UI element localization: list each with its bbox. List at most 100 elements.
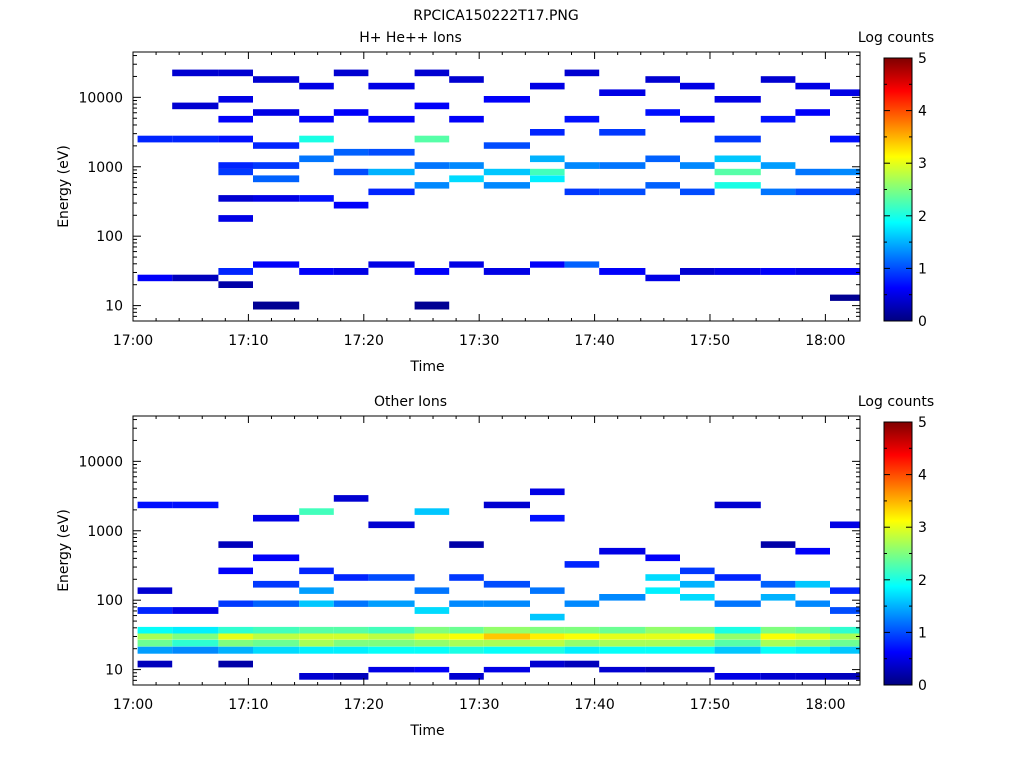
y-tick-label: 100 (96, 229, 123, 245)
heatmap-cell (714, 633, 761, 640)
heatmap-cell (299, 135, 334, 143)
heatmap-cell (368, 148, 415, 156)
y-tick-label: 1000 (87, 524, 123, 540)
heatmap-cell (483, 168, 530, 176)
heatmap-cell (483, 96, 530, 103)
heatmap-cell (333, 574, 369, 581)
heatmap-cell (218, 600, 253, 607)
heatmap-cells (137, 69, 860, 310)
heatmap-cell (564, 646, 600, 654)
heatmap-cell (599, 162, 646, 169)
heatmap-cell (414, 182, 450, 189)
heatmap-cell (137, 274, 173, 282)
heatmap-cell (530, 514, 565, 522)
heatmap-cell (795, 600, 830, 607)
y-axis-label: Energy (eV) (56, 145, 72, 228)
heatmap-cell (680, 666, 715, 673)
heatmap-cell (760, 76, 796, 83)
colorbar-tick-label: 2 (918, 573, 927, 589)
heatmap-cell (449, 574, 484, 581)
heatmap-cell (830, 607, 860, 614)
x-tick-label: 17:40 (574, 697, 614, 713)
heatmap-cell (530, 261, 565, 268)
x-tick-label: 17:20 (344, 697, 384, 713)
heatmap-cell (830, 521, 860, 529)
colorbar-tick-label: 0 (918, 314, 927, 330)
heatmap-cell (253, 514, 300, 522)
heatmap-cell (137, 587, 173, 594)
heatmap-cell (218, 162, 253, 169)
heatmap-cell (795, 646, 830, 654)
heatmap-cell (530, 155, 565, 163)
heatmap-cell (599, 646, 646, 654)
heatmap-cell (760, 639, 796, 647)
colorbar-tick-label: 3 (918, 520, 927, 536)
heatmap-cell (530, 488, 565, 496)
heatmap-cell (530, 660, 565, 668)
heatmap-cell (218, 135, 253, 143)
heatmap-cell (172, 274, 219, 282)
panel-other-ions: 17:00 17:10 17:20 17:30 17:40 17:50 18:0010100… (56, 394, 934, 739)
heatmap-cell (172, 135, 219, 143)
heatmap-cell (299, 567, 334, 575)
heatmap-cell (830, 168, 860, 176)
heatmap-cell (599, 188, 646, 196)
heatmap-cell (368, 574, 415, 581)
heatmap-cell (483, 501, 530, 509)
heatmap-cell (218, 168, 253, 176)
heatmap-cell (483, 626, 530, 634)
heatmap-cell (172, 646, 219, 654)
colorbar-label: Log counts (858, 30, 934, 46)
heatmap-cell (368, 261, 415, 268)
heatmap-cell (599, 129, 646, 136)
heatmap-cell (760, 673, 796, 680)
heatmap-cell (830, 673, 860, 680)
heatmap-cell (680, 162, 715, 169)
heatmap-cell (414, 646, 450, 654)
heatmap-cell (645, 574, 680, 581)
x-tick-label: 17:10 (228, 333, 268, 349)
heatmap-cell (530, 613, 565, 621)
y-tick-label: 10 (105, 299, 123, 315)
heatmap-cell (530, 639, 565, 647)
heatmap-cell (795, 82, 830, 90)
heatmap-cell (830, 188, 860, 196)
heatmap-cell (449, 633, 484, 640)
heatmap-cell (253, 261, 300, 268)
heatmap-cell (253, 646, 300, 654)
heatmap-cell (830, 646, 860, 654)
heatmap-cell (830, 135, 860, 143)
heatmap-cell (564, 261, 600, 268)
heatmap-cell (368, 646, 415, 654)
heatmap-cell (253, 76, 300, 83)
heatmap-cell (333, 69, 369, 77)
heatmap-cell (830, 633, 860, 640)
heatmap-cell (830, 268, 860, 275)
heatmap-cell (172, 69, 219, 77)
heatmap-cell (645, 182, 680, 189)
heatmap-cell (830, 294, 860, 301)
heatmap-cell (645, 155, 680, 163)
heatmap-cell (299, 600, 334, 607)
y-axis-label: Energy (eV) (56, 509, 72, 592)
heatmap-cell (299, 508, 334, 515)
heatmap-cell (680, 646, 715, 654)
heatmap-cells (137, 488, 860, 680)
heatmap-cell (760, 115, 796, 123)
heatmap-cell (299, 82, 334, 90)
plot-frame (132, 415, 861, 686)
heatmap-cell (218, 541, 253, 548)
heatmap-cell (368, 188, 415, 196)
heatmap-cell (714, 600, 761, 607)
heatmap-cell (414, 666, 450, 673)
heatmap-cell (599, 268, 646, 275)
heatmap-cell (795, 168, 830, 176)
plot-frame (132, 51, 861, 322)
heatmap-cell (299, 195, 334, 202)
heatmap-cell (253, 175, 300, 183)
heatmap-cell (137, 607, 173, 614)
x-tick-label: 17:30 (459, 697, 499, 713)
heatmap-cell (645, 626, 680, 634)
heatmap-cell (795, 673, 830, 680)
heatmap-cell (368, 115, 415, 123)
